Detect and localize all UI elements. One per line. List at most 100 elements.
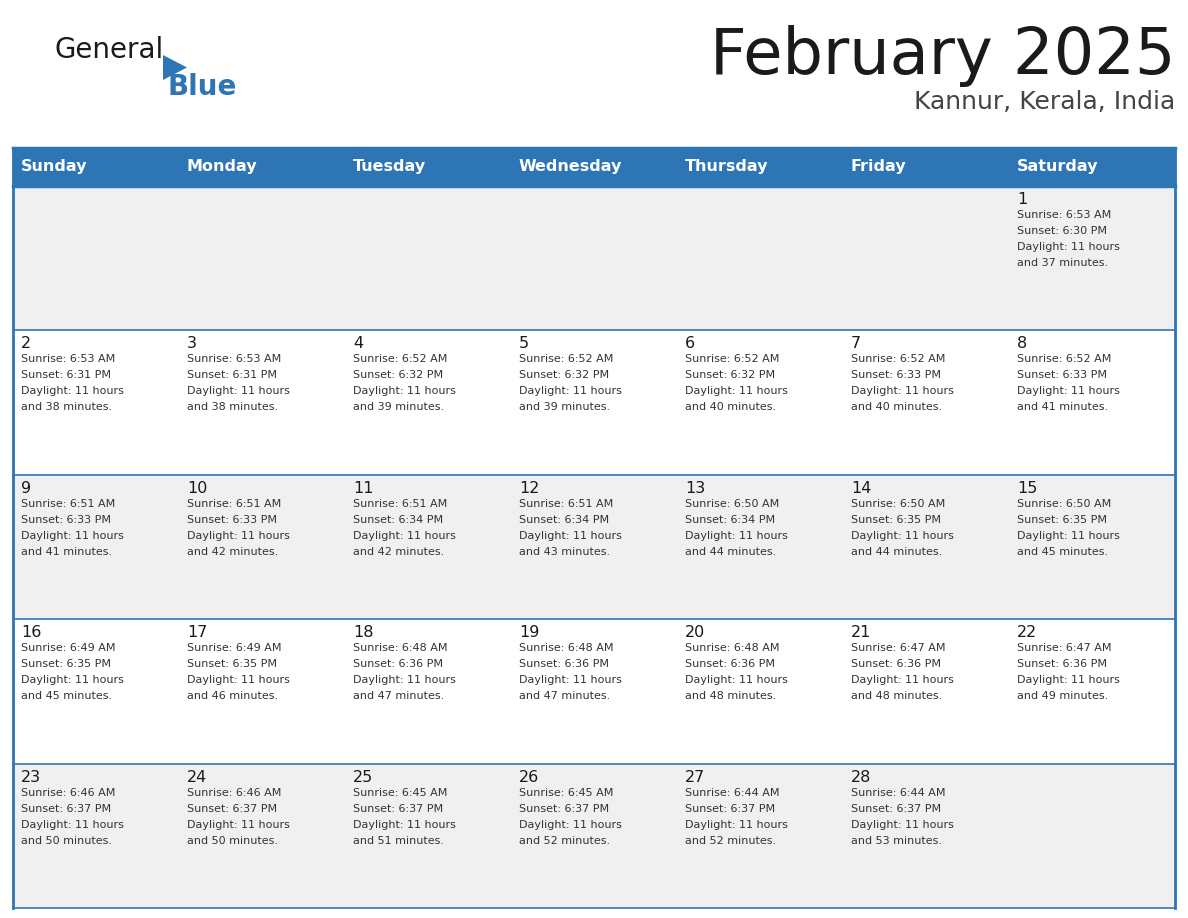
Polygon shape (163, 55, 187, 80)
Text: Daylight: 11 hours: Daylight: 11 hours (851, 386, 954, 397)
Text: Daylight: 11 hours: Daylight: 11 hours (519, 820, 621, 830)
Text: and 39 minutes.: and 39 minutes. (353, 402, 444, 412)
Text: February 2025: February 2025 (709, 25, 1175, 87)
Text: 3: 3 (187, 336, 197, 352)
Text: Sunset: 6:36 PM: Sunset: 6:36 PM (519, 659, 609, 669)
Text: Sunrise: 6:48 AM: Sunrise: 6:48 AM (519, 644, 613, 654)
Text: Sunset: 6:36 PM: Sunset: 6:36 PM (1017, 659, 1107, 669)
Text: Daylight: 11 hours: Daylight: 11 hours (1017, 386, 1120, 397)
Text: 13: 13 (685, 481, 706, 496)
Text: and 50 minutes.: and 50 minutes. (187, 835, 278, 845)
Text: Sunset: 6:37 PM: Sunset: 6:37 PM (851, 803, 941, 813)
Text: Sunset: 6:34 PM: Sunset: 6:34 PM (353, 515, 443, 525)
Text: and 40 minutes.: and 40 minutes. (851, 402, 942, 412)
Text: and 40 minutes.: and 40 minutes. (685, 402, 776, 412)
Text: Wednesday: Wednesday (519, 160, 623, 174)
Text: 12: 12 (519, 481, 539, 496)
Text: Daylight: 11 hours: Daylight: 11 hours (353, 386, 456, 397)
Text: Sunset: 6:36 PM: Sunset: 6:36 PM (353, 659, 443, 669)
Text: Daylight: 11 hours: Daylight: 11 hours (187, 531, 290, 541)
Text: Sunrise: 6:49 AM: Sunrise: 6:49 AM (187, 644, 282, 654)
Text: Daylight: 11 hours: Daylight: 11 hours (187, 676, 290, 685)
Text: Daylight: 11 hours: Daylight: 11 hours (519, 386, 621, 397)
Text: Daylight: 11 hours: Daylight: 11 hours (519, 676, 621, 685)
Text: and 43 minutes.: and 43 minutes. (519, 547, 611, 557)
Text: Sunrise: 6:48 AM: Sunrise: 6:48 AM (685, 644, 779, 654)
Text: Sunset: 6:35 PM: Sunset: 6:35 PM (187, 659, 277, 669)
Text: Daylight: 11 hours: Daylight: 11 hours (1017, 242, 1120, 252)
Text: 10: 10 (187, 481, 208, 496)
Text: 2: 2 (21, 336, 31, 352)
Text: Sunset: 6:35 PM: Sunset: 6:35 PM (851, 515, 941, 525)
Text: Sunset: 6:34 PM: Sunset: 6:34 PM (519, 515, 609, 525)
Text: Sunset: 6:35 PM: Sunset: 6:35 PM (1017, 515, 1107, 525)
Text: Sunrise: 6:45 AM: Sunrise: 6:45 AM (519, 788, 613, 798)
Text: and 47 minutes.: and 47 minutes. (519, 691, 611, 701)
Text: 11: 11 (353, 481, 373, 496)
Text: 5: 5 (519, 336, 529, 352)
Text: Sunset: 6:37 PM: Sunset: 6:37 PM (187, 803, 277, 813)
Text: Sunrise: 6:53 AM: Sunrise: 6:53 AM (1017, 210, 1111, 220)
Text: Sunset: 6:33 PM: Sunset: 6:33 PM (21, 515, 110, 525)
Text: Sunset: 6:32 PM: Sunset: 6:32 PM (519, 370, 609, 380)
Text: Sunset: 6:36 PM: Sunset: 6:36 PM (851, 659, 941, 669)
Text: 16: 16 (21, 625, 42, 640)
Text: Sunrise: 6:46 AM: Sunrise: 6:46 AM (21, 788, 115, 798)
Text: Sunrise: 6:53 AM: Sunrise: 6:53 AM (187, 354, 282, 364)
Bar (13, 148, 1175, 186)
Text: Thursday: Thursday (685, 160, 769, 174)
Text: and 45 minutes.: and 45 minutes. (21, 691, 112, 701)
Text: Sunrise: 6:52 AM: Sunrise: 6:52 AM (1017, 354, 1112, 364)
Text: Sunset: 6:31 PM: Sunset: 6:31 PM (21, 370, 110, 380)
Text: Friday: Friday (851, 160, 906, 174)
Text: Daylight: 11 hours: Daylight: 11 hours (353, 531, 456, 541)
Text: Sunrise: 6:50 AM: Sunrise: 6:50 AM (1017, 498, 1111, 509)
Text: and 39 minutes.: and 39 minutes. (519, 402, 611, 412)
Text: 22: 22 (1017, 625, 1037, 640)
Text: and 38 minutes.: and 38 minutes. (21, 402, 112, 412)
Text: 19: 19 (519, 625, 539, 640)
Text: Sunrise: 6:48 AM: Sunrise: 6:48 AM (353, 644, 448, 654)
Text: 21: 21 (851, 625, 871, 640)
Text: Sunset: 6:33 PM: Sunset: 6:33 PM (1017, 370, 1107, 380)
Text: Sunset: 6:33 PM: Sunset: 6:33 PM (187, 515, 277, 525)
Text: Daylight: 11 hours: Daylight: 11 hours (851, 676, 954, 685)
Text: Saturday: Saturday (1017, 160, 1099, 174)
Text: Daylight: 11 hours: Daylight: 11 hours (851, 820, 954, 830)
Text: and 52 minutes.: and 52 minutes. (685, 835, 776, 845)
Text: Sunset: 6:33 PM: Sunset: 6:33 PM (851, 370, 941, 380)
Text: Sunrise: 6:51 AM: Sunrise: 6:51 AM (353, 498, 447, 509)
Text: 4: 4 (353, 336, 364, 352)
Text: Sunrise: 6:52 AM: Sunrise: 6:52 AM (519, 354, 613, 364)
Text: Daylight: 11 hours: Daylight: 11 hours (1017, 676, 1120, 685)
Text: Sunrise: 6:50 AM: Sunrise: 6:50 AM (685, 498, 779, 509)
Text: Daylight: 11 hours: Daylight: 11 hours (187, 386, 290, 397)
Text: Daylight: 11 hours: Daylight: 11 hours (1017, 531, 1120, 541)
Text: Sunrise: 6:51 AM: Sunrise: 6:51 AM (21, 498, 115, 509)
Text: and 38 minutes.: and 38 minutes. (187, 402, 278, 412)
Text: 15: 15 (1017, 481, 1037, 496)
Text: 17: 17 (187, 625, 208, 640)
Text: Sunrise: 6:52 AM: Sunrise: 6:52 AM (353, 354, 448, 364)
Text: 8: 8 (1017, 336, 1028, 352)
Text: and 42 minutes.: and 42 minutes. (353, 547, 444, 557)
Text: 6: 6 (685, 336, 695, 352)
Bar (13, 764, 1175, 908)
Text: Sunset: 6:37 PM: Sunset: 6:37 PM (519, 803, 609, 813)
Text: Daylight: 11 hours: Daylight: 11 hours (685, 386, 788, 397)
Text: Sunrise: 6:52 AM: Sunrise: 6:52 AM (851, 354, 946, 364)
Text: 26: 26 (519, 769, 539, 785)
Text: and 48 minutes.: and 48 minutes. (685, 691, 776, 701)
Text: Daylight: 11 hours: Daylight: 11 hours (21, 676, 124, 685)
Text: 14: 14 (851, 481, 871, 496)
Text: and 49 minutes.: and 49 minutes. (1017, 691, 1108, 701)
Text: Daylight: 11 hours: Daylight: 11 hours (685, 820, 788, 830)
Text: Daylight: 11 hours: Daylight: 11 hours (21, 820, 124, 830)
Text: and 44 minutes.: and 44 minutes. (851, 547, 942, 557)
Text: Sunset: 6:37 PM: Sunset: 6:37 PM (21, 803, 112, 813)
Text: 9: 9 (21, 481, 31, 496)
Text: and 46 minutes.: and 46 minutes. (187, 691, 278, 701)
Text: Sunset: 6:36 PM: Sunset: 6:36 PM (685, 659, 775, 669)
Text: and 37 minutes.: and 37 minutes. (1017, 258, 1108, 268)
Text: Sunrise: 6:53 AM: Sunrise: 6:53 AM (21, 354, 115, 364)
